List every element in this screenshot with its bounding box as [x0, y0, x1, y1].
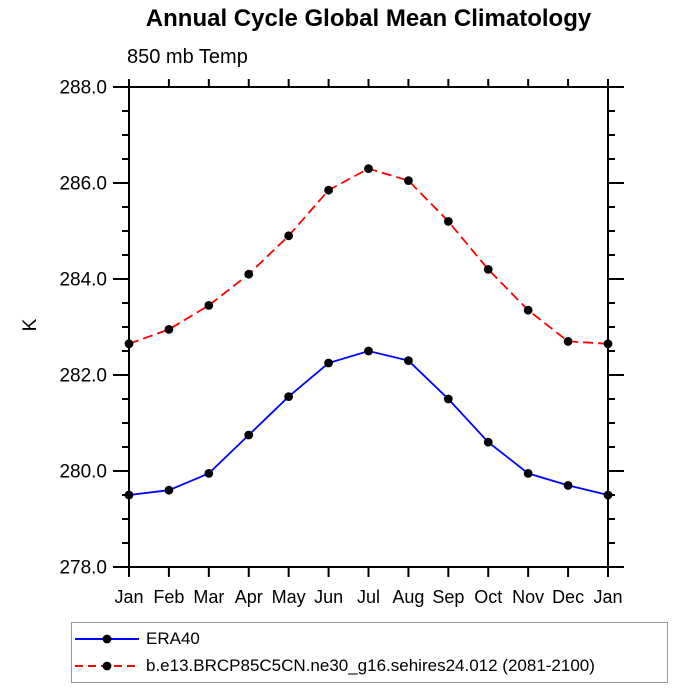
data-point: [124, 339, 134, 349]
x-tick-label: Dec: [552, 587, 584, 607]
data-point: [603, 339, 613, 349]
series-line-era40: [128, 350, 609, 496]
x-tick-label: Apr: [235, 587, 263, 607]
data-point: [124, 490, 134, 500]
legend-item-model: b.e13.BRCP85C5CN.ne30_g16.sehires24.012 …: [74, 652, 667, 679]
data-point: [164, 325, 174, 334]
legend-box: ERA40 b.e13.BRCP85C5CN.ne30_g16.sehires2…: [71, 622, 668, 683]
x-tick-label: Sep: [432, 587, 464, 607]
legend-line-sample-solid: [75, 634, 139, 643]
data-point: [404, 176, 413, 186]
data-point: [563, 337, 573, 346]
y-axis-title: K: [20, 318, 41, 331]
plot-frame: [128, 86, 609, 568]
data-point: [284, 231, 294, 241]
y-tick-label: 282.0: [59, 366, 107, 387]
x-tick-label: Feb: [153, 587, 184, 607]
x-tick-label: Jul: [357, 587, 380, 607]
y-tick-label: 284.0: [59, 270, 107, 291]
data-point: [603, 490, 613, 500]
x-tick-label: Aug: [392, 587, 424, 607]
data-point: [523, 469, 533, 478]
x-tick-label: Jan: [114, 587, 143, 607]
y-tick-label: 288.0: [59, 78, 107, 99]
legend-label-era40: ERA40: [146, 629, 200, 648]
x-tick-label: Oct: [474, 587, 502, 607]
series-line-model: [128, 167, 609, 345]
data-point: [244, 430, 254, 440]
data-point: [563, 481, 573, 490]
x-tick-label: Jun: [314, 587, 343, 607]
legend-line-sample-dashed: [75, 661, 139, 670]
data-point: [483, 265, 493, 274]
data-point: [443, 217, 453, 226]
data-point: [164, 485, 174, 495]
y-tick-label: 278.0: [59, 558, 107, 579]
chart-title: Annual Cycle Global Mean Climatology: [145, 5, 592, 32]
x-tick-label: May: [272, 587, 306, 607]
data-point: [404, 356, 413, 365]
legend-series-marker-dot: [102, 661, 112, 670]
legend-label-model: b.e13.BRCP85C5CN.ne30_g16.sehires24.012 …: [146, 656, 595, 675]
data-point: [204, 469, 214, 478]
x-tick-label: Jan: [593, 587, 622, 607]
data-point: [483, 437, 493, 447]
x-tick-label: Mar: [193, 587, 224, 607]
legend-series-marker-dot: [102, 634, 112, 643]
data-point: [324, 358, 333, 368]
legend-item-era40: ERA40: [74, 625, 667, 652]
data-point: [284, 392, 294, 401]
data-point: [364, 164, 373, 174]
data-point: [364, 346, 373, 356]
y-tick-label: 286.0: [59, 174, 107, 195]
data-point: [204, 301, 214, 310]
x-tick-label: Nov: [512, 587, 544, 607]
data-point: [244, 269, 254, 279]
chart-subtitle: 850 mb Temp: [127, 46, 248, 68]
y-tick-label: 280.0: [59, 462, 107, 483]
data-point: [443, 394, 453, 404]
data-point: [324, 185, 333, 195]
data-point: [523, 305, 533, 315]
